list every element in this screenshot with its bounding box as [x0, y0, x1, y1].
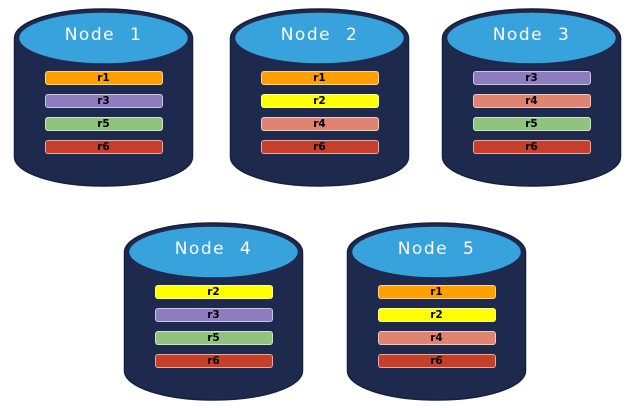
node-title: Node 2 [280, 25, 359, 45]
replica-r6: r6 [472, 140, 591, 154]
replica-r4: r4 [377, 331, 496, 345]
node-5: Node 5 r1 r2 r4 r6 [345, 222, 528, 402]
replica-list: r1 r2 r4 r6 [377, 285, 496, 368]
replica-r4: r4 [260, 117, 379, 131]
replica-r5: r5 [44, 117, 163, 131]
cylinder-lid [232, 10, 407, 66]
replica-r1: r1 [44, 71, 163, 85]
replica-r2: r2 [260, 94, 379, 108]
replica-r1: r1 [260, 71, 379, 85]
replica-r2: r2 [377, 308, 496, 322]
replica-r3: r3 [154, 308, 273, 322]
node-title: Node 1 [64, 25, 143, 45]
node-title: Node 3 [492, 25, 571, 45]
replica-r1: r1 [377, 285, 496, 299]
replica-list: r3 r4 r5 r6 [472, 71, 591, 154]
replica-list: r2 r3 r5 r6 [154, 285, 273, 368]
replica-r3: r3 [472, 71, 591, 85]
replica-r6: r6 [377, 354, 496, 368]
node-title: Node 5 [397, 239, 476, 259]
cylinder-lid [349, 224, 524, 280]
replica-r6: r6 [44, 140, 163, 154]
node-4: Node 4 r2 r3 r5 r6 [122, 222, 305, 402]
cylinder-lid [126, 224, 301, 280]
node-3: Node 3 r3 r4 r5 r6 [440, 8, 623, 188]
node-1: Node 1 r1 r3 r5 r6 [12, 8, 195, 188]
node-2: Node 2 r1 r2 r4 r6 [228, 8, 411, 188]
cylinder-lid [444, 10, 619, 66]
replica-r4: r4 [472, 94, 591, 108]
replica-r5: r5 [154, 331, 273, 345]
replica-r3: r3 [44, 94, 163, 108]
replica-list: r1 r2 r4 r6 [260, 71, 379, 154]
cylinder-lid [16, 10, 191, 66]
replica-r6: r6 [260, 140, 379, 154]
replica-r2: r2 [154, 285, 273, 299]
replica-list: r1 r3 r5 r6 [44, 71, 163, 154]
node-title: Node 4 [174, 239, 253, 259]
replica-r5: r5 [472, 117, 591, 131]
replica-r6: r6 [154, 354, 273, 368]
